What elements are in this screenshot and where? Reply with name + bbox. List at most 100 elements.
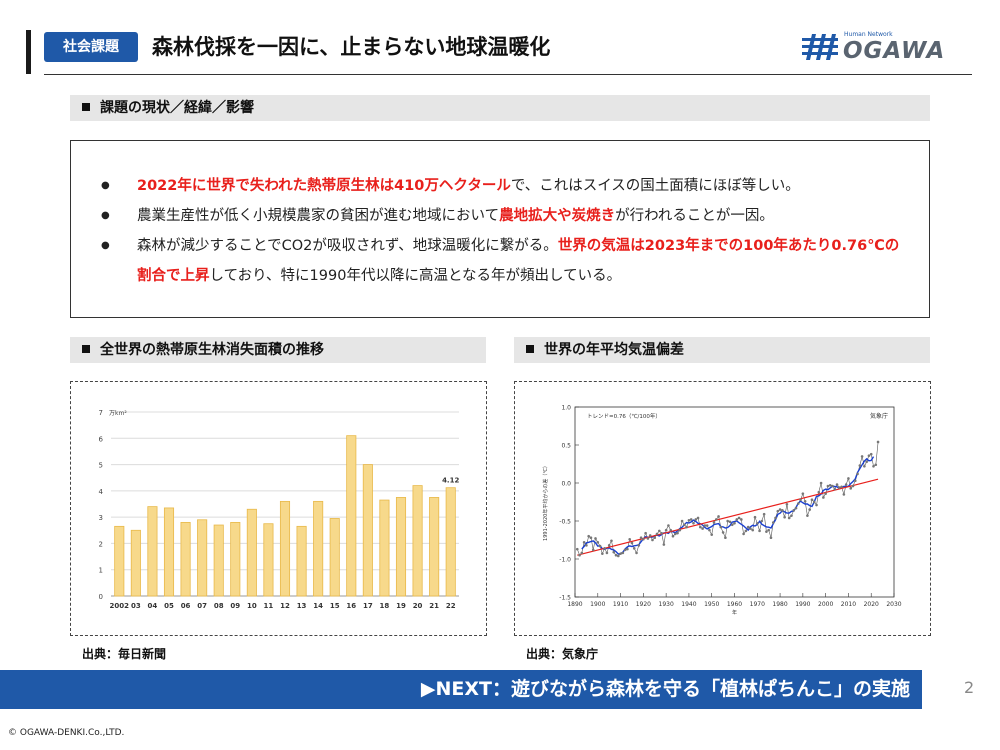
annual-point xyxy=(778,508,782,511)
annual-point xyxy=(642,537,645,541)
annual-point xyxy=(783,515,786,519)
annual-point xyxy=(596,540,600,544)
bar xyxy=(180,521,191,597)
annual-point xyxy=(749,527,752,530)
annual-point xyxy=(712,521,716,524)
annual-point xyxy=(753,515,757,519)
annual-point xyxy=(662,543,666,546)
annual-point xyxy=(696,516,700,520)
annual-point xyxy=(705,524,709,527)
category-tag: 社会課題 xyxy=(44,32,138,62)
annual-point xyxy=(669,528,672,532)
section-title: 課題の現状／経緯／影響 xyxy=(100,100,254,116)
bar xyxy=(279,500,291,597)
annual-point xyxy=(758,529,761,533)
bar xyxy=(130,529,141,597)
annual-point xyxy=(847,477,850,480)
annual-point xyxy=(728,520,732,524)
next-banner-text: ▶NEXT：遊びながら森林を守る「植林ぱちんこ」の実施 xyxy=(420,678,910,700)
annual-point xyxy=(703,524,707,527)
trend-line xyxy=(577,478,879,556)
bar xyxy=(114,525,125,597)
section-title: 全世界の熱帯原生林消失面積の推移 xyxy=(100,342,324,358)
annual-point xyxy=(605,551,609,555)
annual-point xyxy=(692,521,695,525)
x-tick-label: 08 xyxy=(214,602,224,610)
x-tick-label: 13 xyxy=(297,602,307,610)
y-tick-label: 3 xyxy=(99,514,103,522)
x-tick-label: 2030 xyxy=(886,601,901,608)
annual-point xyxy=(671,534,675,538)
y-tick-label: -0.5 xyxy=(559,519,571,526)
forest-loss-chart-frame: 0 1 2 3 4 5 6 7 万km² 2002 03 04 05 06 07 08 09 10 11 12 13 14… xyxy=(70,381,487,636)
y-tick-label: -1.0 xyxy=(559,557,571,564)
annual-point xyxy=(762,512,766,516)
x-tick-label: 10 xyxy=(247,602,257,610)
bar xyxy=(147,506,158,597)
annual-point xyxy=(658,529,661,533)
network-mark-icon xyxy=(802,34,838,60)
annual-point xyxy=(799,498,802,502)
x-tick-label: 20 xyxy=(413,602,423,610)
x-tick-label: 1910 xyxy=(613,601,628,608)
y-unit-label: 万km² xyxy=(109,410,127,417)
x-tick-label: 03 xyxy=(131,602,141,610)
annual-point xyxy=(719,525,723,529)
annual-point xyxy=(765,530,768,533)
temperature-chart-frame: 1.0 0.5 0.0 -0.5 -1.0 -1.5 1890 1900 1910 1920 193… xyxy=(514,381,931,636)
y-tick-label: 7 xyxy=(99,409,103,417)
bullet-text: しており、特に1990年代以降に高温となる年が頻出している。 xyxy=(209,268,622,284)
annual-point xyxy=(589,536,593,540)
annual-point xyxy=(644,531,647,535)
x-tick-label: 14 xyxy=(313,602,323,610)
annual-point xyxy=(867,454,871,457)
annual-point xyxy=(840,485,843,489)
source-left: 出典：毎日新聞 xyxy=(82,647,167,661)
annual-point xyxy=(726,519,729,523)
annual-point xyxy=(660,531,663,535)
x-tick-label: 09 xyxy=(230,602,240,610)
annual-point xyxy=(742,532,745,536)
annual-point xyxy=(776,509,780,513)
annual-point xyxy=(755,521,759,525)
header-accent-bar xyxy=(26,30,31,74)
annual-point xyxy=(872,464,875,468)
x-tick-label: 1970 xyxy=(750,601,765,608)
annual-point xyxy=(680,519,684,523)
data-label: 4.12 xyxy=(442,477,459,485)
x-tick-label: 12 xyxy=(280,602,290,610)
annual-point xyxy=(806,514,809,517)
annual-point xyxy=(708,528,711,532)
x-tick-label: 16 xyxy=(346,602,356,610)
annual-point xyxy=(614,553,618,557)
x-tick-label: 1960 xyxy=(727,601,742,608)
annual-point xyxy=(842,493,846,496)
annual-point xyxy=(797,502,800,505)
annual-point xyxy=(689,518,693,521)
annual-point xyxy=(730,523,734,527)
x-axis-label: 年 xyxy=(732,609,737,616)
bar xyxy=(163,507,175,597)
bar xyxy=(213,524,224,597)
annual-point xyxy=(876,440,880,444)
annual-point xyxy=(676,531,679,535)
x-tick-label: 11 xyxy=(264,602,274,610)
bullet-text: 森林が減少することでCO2が吸収されず、地球温暖化に繋がる。 xyxy=(137,238,558,254)
annual-point xyxy=(685,525,688,529)
annual-point xyxy=(623,548,627,552)
annual-point xyxy=(781,509,784,512)
next-banner: ▶NEXT：遊びながら森林を守る「植林ぱちんこ」の実施 xyxy=(0,670,922,709)
x-tick-label: 22 xyxy=(446,602,456,610)
x-tick-label: 21 xyxy=(429,602,439,610)
y-tick-label: 0.5 xyxy=(561,443,571,450)
bullet-text: が行われることが一因。 xyxy=(615,208,774,224)
annual-point xyxy=(735,518,739,521)
highlight-text: 2022年に世界で失われた熱帯原生林は410万ヘクタール xyxy=(137,178,511,194)
x-tick-label: 05 xyxy=(164,602,174,610)
annual-point xyxy=(826,484,830,488)
bullet-item: 森林が減少することでCO2が吸収されず、地球温暖化に繋がる。世界の気温は2023… xyxy=(101,231,911,291)
annual-point xyxy=(733,521,736,525)
annual-point xyxy=(699,525,702,529)
bar xyxy=(362,464,373,597)
